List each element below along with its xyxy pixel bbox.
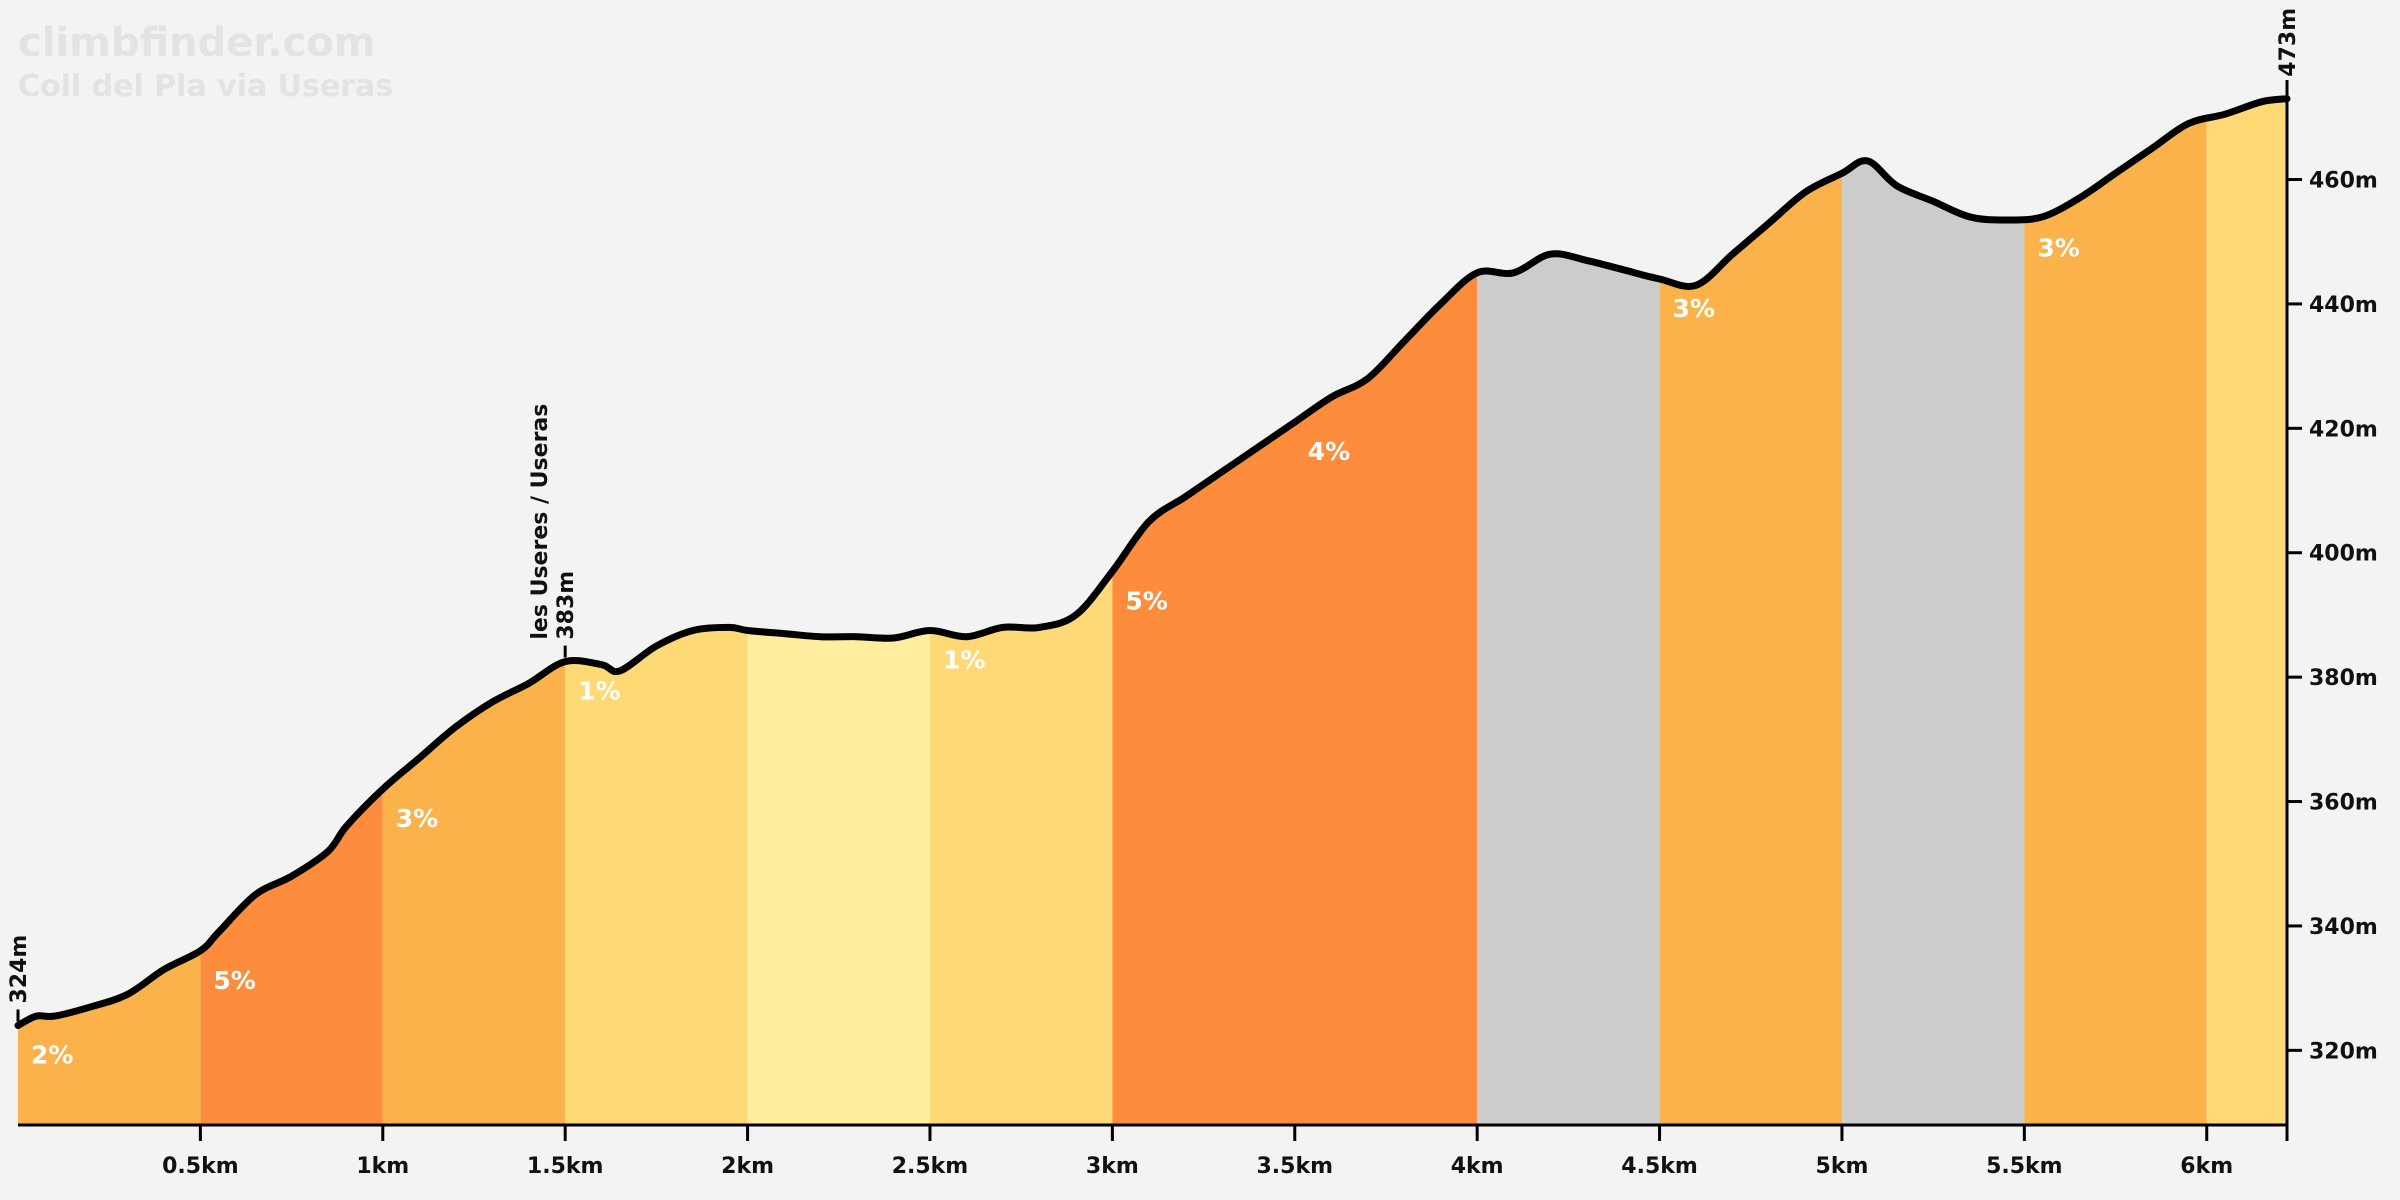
- y-tick-label: 440m: [2309, 293, 2378, 318]
- x-tick-label: 2km: [721, 1154, 774, 1179]
- x-tick-label: 1.5km: [527, 1154, 604, 1179]
- grade-label-extra-1: 4%: [1308, 437, 1350, 466]
- x-tick-label: 3km: [1086, 1154, 1139, 1179]
- x-tick-label: 4km: [1451, 1154, 1504, 1179]
- grade-segment-9: [1659, 173, 1842, 1126]
- site-watermark: climbfinder.com: [18, 20, 375, 66]
- x-tick-label: 5.5km: [1986, 1154, 2063, 1179]
- climb-title: Coll del Pla via Useras: [18, 69, 393, 104]
- annotation-label: 473m: [2276, 8, 2301, 77]
- x-tick-label: 1km: [356, 1154, 409, 1179]
- grade-segment-5: [747, 630, 930, 1125]
- grade-segment-10: [1842, 160, 2025, 1125]
- grade-label-2: 5%: [213, 966, 255, 995]
- x-tick-label: 3.5km: [1257, 1154, 1334, 1179]
- annotations: 324m les Useres / Useras 383m 473m: [7, 8, 2301, 1022]
- grade-segment-4: [565, 627, 748, 1125]
- grade-label-1: 2%: [31, 1040, 73, 1069]
- grade-segment-1: [18, 950, 201, 1125]
- annotation-label: 383m: [554, 571, 579, 640]
- grade-label-7: 5%: [1125, 586, 1167, 615]
- y-tick-label: 420m: [2309, 417, 2378, 442]
- y-axis-ticks: 320m 340m 360m 380m 400m 420m 440m 460m: [2287, 169, 2378, 1064]
- x-tick-label: 4.5km: [1621, 1154, 1698, 1179]
- y-tick-label: 460m: [2309, 169, 2378, 194]
- x-axis-ticks: 0.5km 1km 1.5km 2km 2.5km 3km 3.5km 4km 4.5km 5km…: [162, 1125, 2289, 1179]
- grade-label-6: 1%: [943, 645, 985, 674]
- grade-labels: 2% 5% 3% 1% 1% 5% 3% 3% 4%: [31, 233, 2080, 1069]
- x-tick-label: 6km: [2180, 1154, 2233, 1179]
- grade-segments: [18, 98, 2287, 1126]
- x-tick-label: 2.5km: [892, 1154, 969, 1179]
- y-tick-label: 340m: [2309, 915, 2378, 940]
- axes: 0.5km 1km 1.5km 2km 2.5km 3km 3.5km 4km 4.5km 5km…: [18, 80, 2378, 1179]
- grade-label-11: 3%: [2037, 233, 2079, 262]
- grade-segment-11: [2024, 118, 2207, 1125]
- y-tick-label: 400m: [2309, 542, 2378, 567]
- grade-segment-7: [1112, 272, 1478, 1125]
- x-tick-label: 5km: [1816, 1154, 1869, 1179]
- grade-segment-12: [2206, 98, 2287, 1126]
- grade-label-3: 3%: [396, 804, 438, 833]
- grade-segment-6: [930, 571, 1113, 1125]
- annotation-label: 324m: [7, 935, 32, 1004]
- x-tick-label: 0.5km: [162, 1154, 239, 1179]
- y-tick-label: 380m: [2309, 666, 2378, 691]
- grade-segment-3: [382, 661, 566, 1125]
- elevation-profile-line: [14, 95, 2291, 1029]
- annotation-label: les Useres / Useras: [528, 404, 553, 640]
- y-tick-label: 360m: [2309, 791, 2378, 816]
- grade-segment-8: [1477, 254, 1660, 1125]
- grade-segment-2: [200, 789, 383, 1125]
- y-tick-label: 320m: [2309, 1039, 2378, 1064]
- grade-label-9: 3%: [1673, 294, 1715, 323]
- grade-label-4: 1%: [578, 677, 620, 706]
